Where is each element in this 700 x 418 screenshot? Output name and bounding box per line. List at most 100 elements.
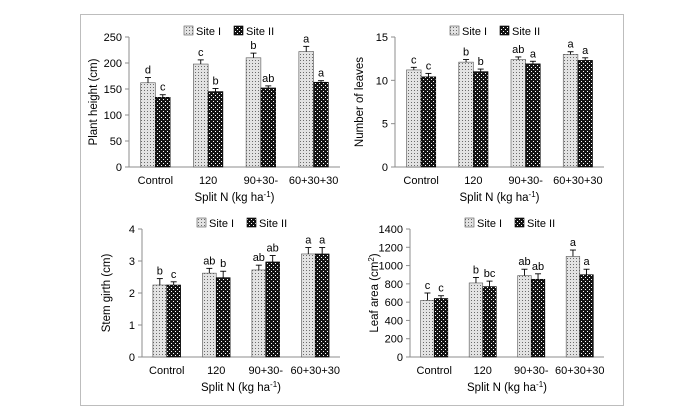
x-tick-label: 90+30-: [508, 175, 543, 187]
legend-swatch-site-ii: [514, 217, 525, 228]
y-tick-label: 3: [129, 256, 135, 268]
bar-site-ii: [314, 253, 330, 358]
y-tick-label: 100: [104, 110, 122, 122]
significance-letter: a: [570, 237, 577, 249]
significance-letter: b: [473, 264, 479, 276]
significance-letter: b: [157, 266, 163, 278]
legend-swatch-site-i: [183, 25, 194, 36]
significance-letter: b: [463, 47, 469, 59]
x-tick-label: 60+30+30: [553, 175, 603, 187]
bar-site-i: [202, 272, 217, 358]
bar-site-ii: [525, 63, 541, 168]
x-tick-label: 60+30+30: [555, 365, 605, 377]
significance-letter: a: [582, 45, 589, 57]
bar-site-i: [301, 253, 316, 358]
significance-letter: ab: [253, 252, 265, 264]
significance-letter: ab: [512, 44, 524, 56]
bar-site-i: [298, 51, 314, 168]
legend-label-site-i: Site I: [196, 26, 221, 38]
legend-label-site-ii: Site II: [527, 218, 555, 230]
significance-letter: ab: [267, 243, 279, 255]
significance-letter: c: [438, 283, 444, 295]
y-tick-label: 4: [129, 224, 135, 236]
bar-site-i: [245, 57, 262, 168]
bar-site-i: [140, 82, 156, 168]
legend-label-site-i: Site I: [462, 26, 487, 38]
bar-site-ii: [473, 71, 489, 168]
bar-site-ii: [579, 274, 594, 358]
y-tick-label: 1: [129, 320, 135, 332]
significance-letter: bc: [484, 268, 496, 280]
y-tick-label: 5: [382, 119, 388, 131]
bar-site-ii: [207, 91, 224, 168]
x-tick-label: 90+30-: [514, 365, 549, 377]
x-tick-label: Control: [138, 175, 173, 187]
legend-label-site-ii: Site II: [246, 26, 274, 38]
legend-label-site-i: Site I: [209, 218, 234, 230]
bar-site-i: [251, 269, 267, 358]
y-tick-label: 1000: [379, 261, 403, 273]
y-tick-label: 50: [110, 136, 122, 148]
legend-label-site-i: Site I: [477, 218, 502, 230]
y-tick-label: 1400: [379, 224, 403, 236]
y-tick-label: 2: [129, 288, 135, 300]
x-axis-title: Split N (kg ha-1): [201, 380, 281, 394]
bar-site-i: [510, 59, 526, 168]
y-tick-label: 600: [385, 297, 403, 309]
y-tick-label: 0: [129, 352, 135, 364]
x-tick-label: 60+30+30: [289, 175, 339, 187]
significance-letter: b: [250, 40, 256, 52]
legend-swatch-site-i: [464, 217, 475, 228]
significance-letter: c: [160, 82, 166, 94]
y-tick-label: 200: [104, 58, 122, 70]
significance-letter: a: [318, 68, 325, 80]
y-tick-label: 0: [382, 162, 388, 174]
chart-panel-1: 050100150200250dcControlcb120bab90+30-aa…: [88, 25, 340, 204]
legend-label-site-ii: Site II: [512, 26, 540, 38]
bar-site-ii: [166, 284, 181, 358]
bar-site-i: [193, 63, 209, 168]
significance-letter: c: [198, 47, 204, 59]
bar-site-ii: [215, 277, 231, 358]
significance-letter: c: [411, 54, 417, 66]
significance-letter: a: [303, 33, 310, 45]
bar-site-i: [458, 61, 474, 168]
y-tick-label: 150: [104, 84, 122, 96]
bar-site-ii: [260, 87, 276, 168]
x-axis-title: Split N (kg ha-1): [467, 380, 547, 394]
y-tick-label: 1200: [379, 242, 403, 254]
bar-site-i: [406, 69, 422, 168]
bar-site-i: [420, 300, 435, 358]
significance-letter: a: [530, 48, 537, 60]
y-tick-label: 0: [397, 352, 403, 364]
significance-letter: c: [425, 280, 431, 292]
significance-letter: b: [212, 75, 218, 87]
significance-letter: a: [319, 235, 326, 247]
bar-site-i: [565, 256, 581, 358]
significance-letter: ab: [532, 261, 544, 273]
y-tick-label: 15: [376, 32, 388, 44]
significance-letter: a: [567, 39, 574, 51]
legend-label-site-ii: Site II: [259, 218, 287, 230]
y-tick-label: 400: [385, 315, 403, 327]
bar-site-i: [562, 54, 579, 168]
y-axis-title: Leaf area (cm2): [367, 253, 381, 332]
bar-site-i: [468, 282, 484, 358]
x-tick-label: 120: [207, 365, 225, 377]
y-tick-label: 10: [376, 75, 388, 87]
bar-site-ii: [577, 60, 593, 168]
significance-letter: a: [305, 235, 312, 247]
x-tick-label: Control: [149, 365, 184, 377]
x-tick-label: 60+30+30: [290, 365, 340, 377]
significance-letter: ab: [518, 256, 530, 268]
legend-swatch-site-ii: [246, 217, 257, 228]
y-axis-title: Plant height (cm): [88, 58, 100, 145]
y-tick-label: 200: [385, 334, 403, 346]
x-tick-label: 120: [474, 365, 492, 377]
significance-letter: ab: [203, 255, 215, 267]
y-tick-label: 800: [385, 279, 403, 291]
significance-letter: c: [171, 269, 177, 281]
y-axis-title: Stem girth (cm): [101, 254, 113, 333]
legend-swatch-site-i: [449, 25, 460, 36]
